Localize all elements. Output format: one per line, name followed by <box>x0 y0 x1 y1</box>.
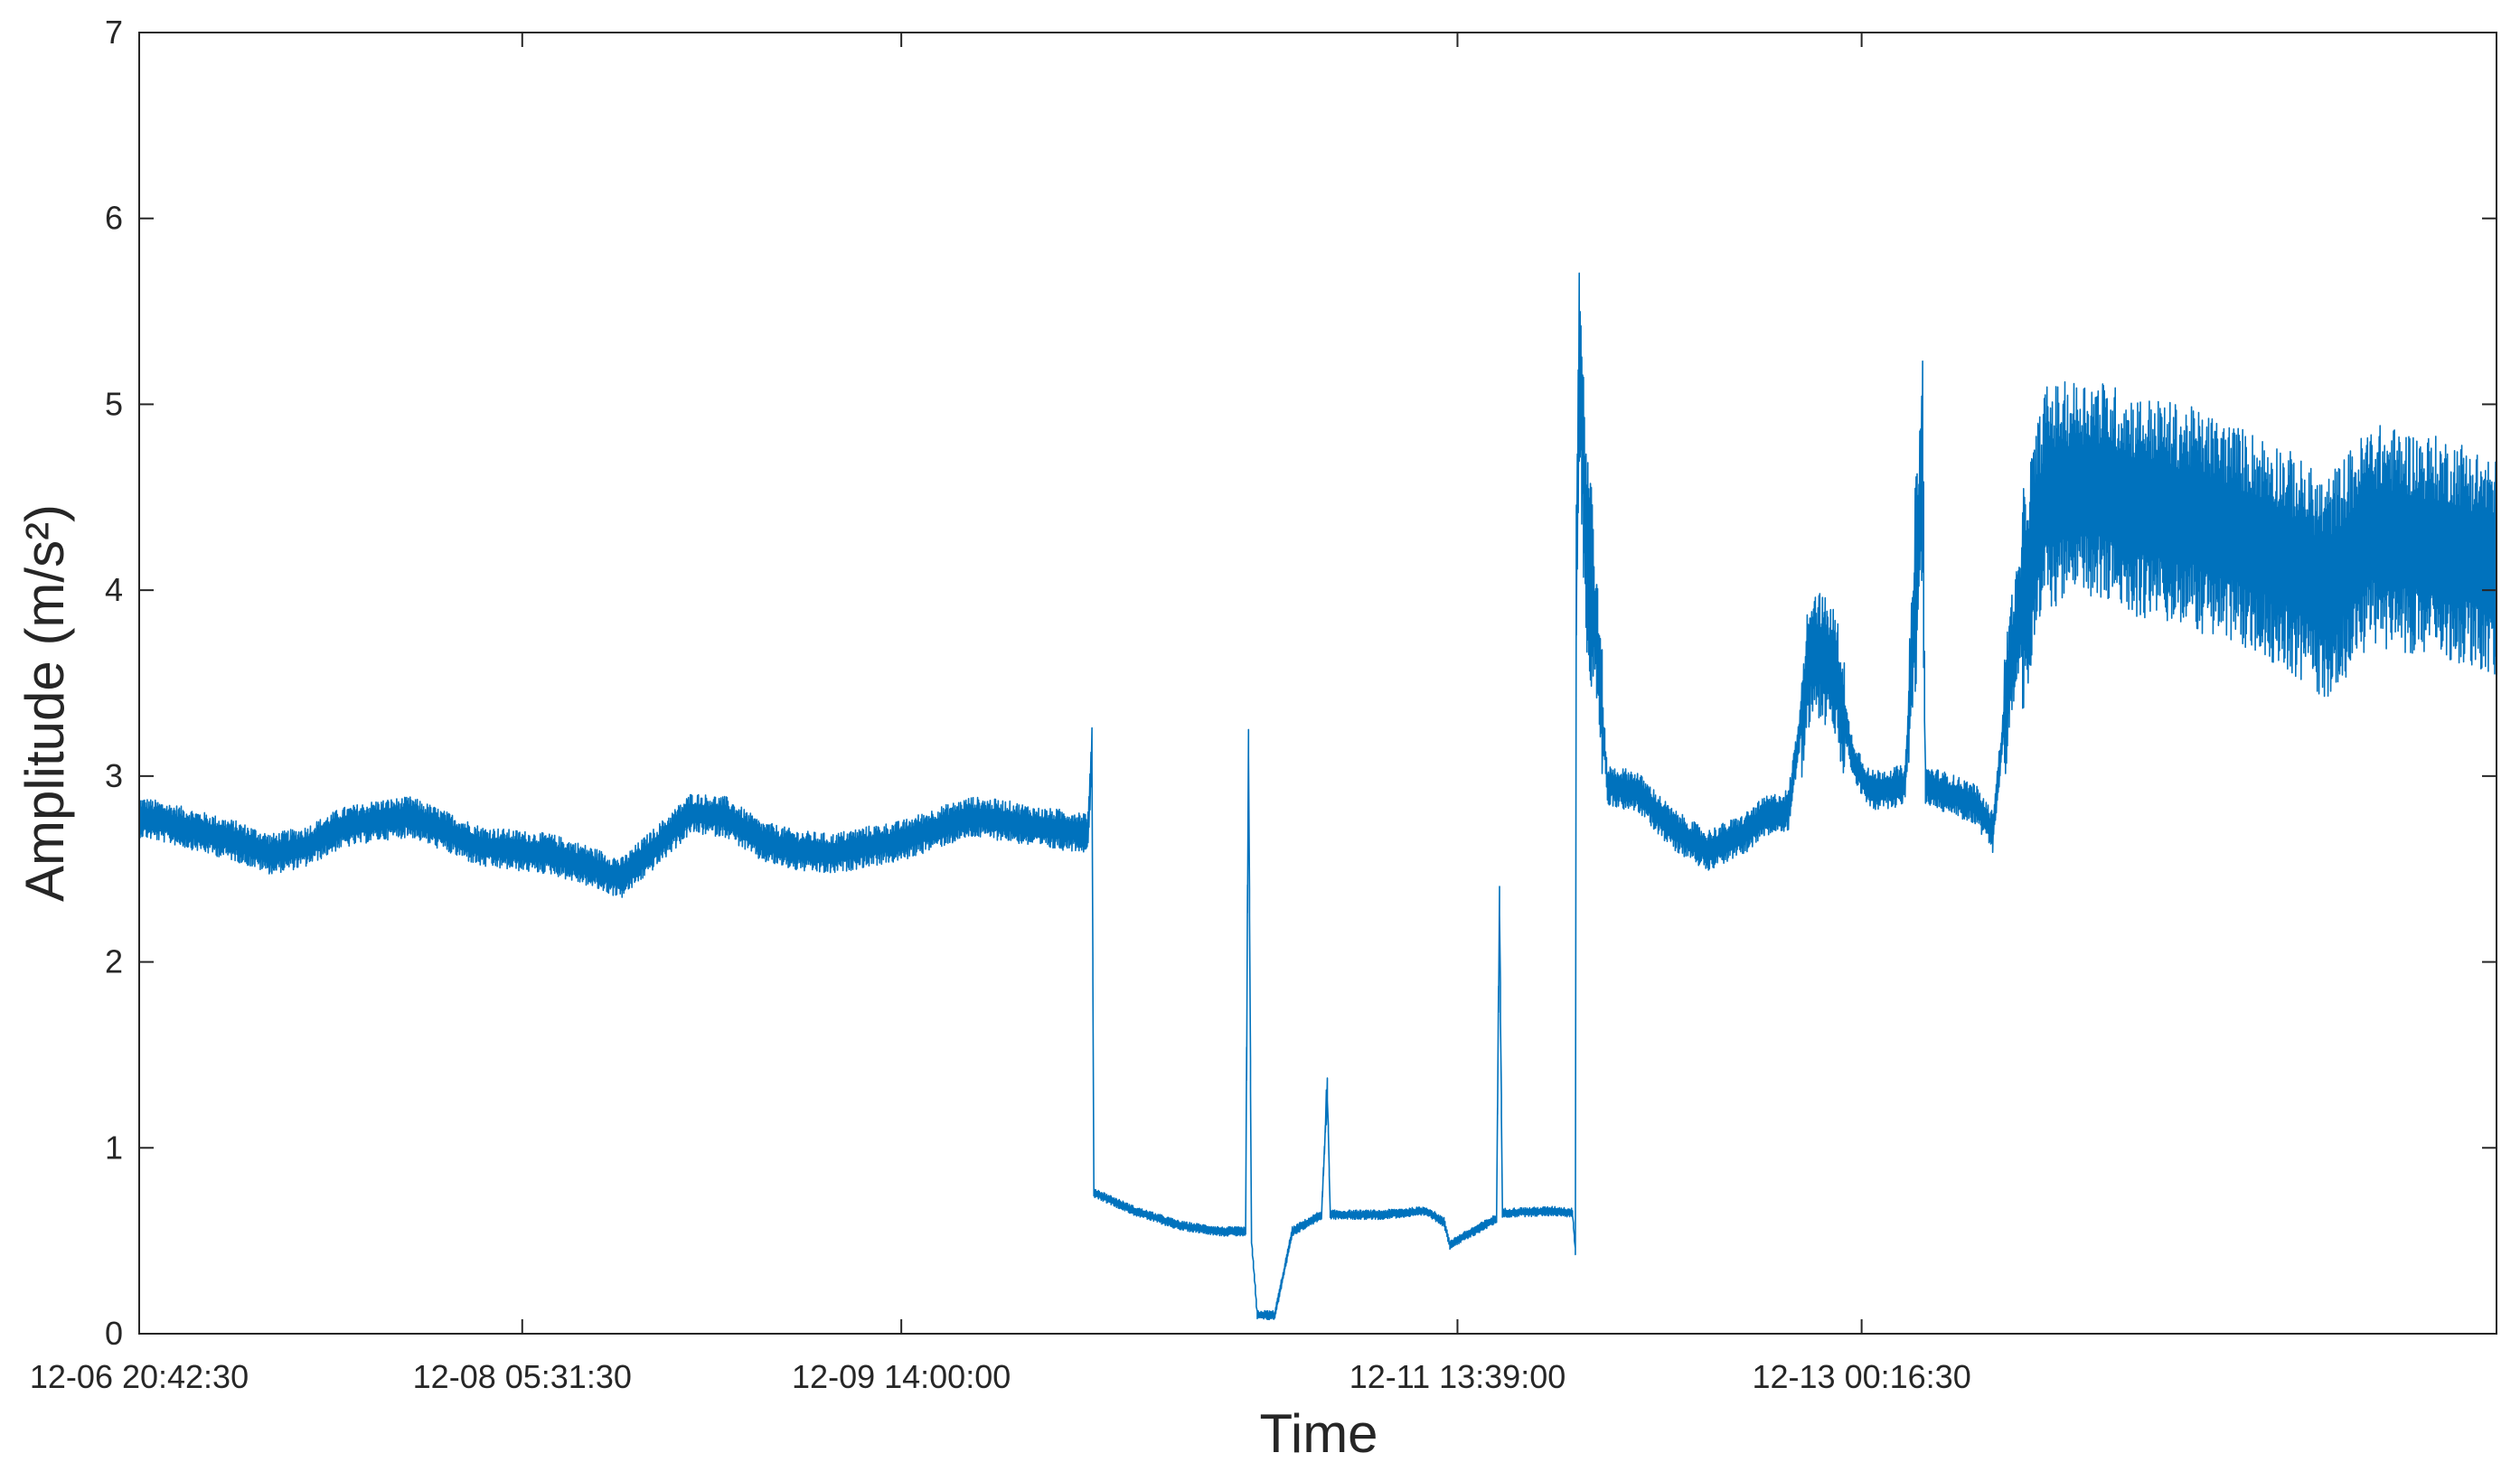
x-tick-label: 12-09 14:00:00 <box>792 1358 1011 1395</box>
series-line-0 <box>138 272 2497 1321</box>
y-tick-label: 7 <box>105 14 123 51</box>
x-tick-label: 12-08 05:31:30 <box>413 1358 632 1395</box>
y-tick-label: 0 <box>105 1315 123 1352</box>
y-tick-label: 1 <box>105 1129 123 1166</box>
x-axis-title: Time <box>1259 1403 1378 1464</box>
y-tick-label: 2 <box>105 943 123 980</box>
y-axis-title: Amplitude (m/s²) <box>14 504 75 902</box>
x-tick-label: 12-13 00:16:30 <box>1753 1358 1971 1395</box>
y-tick-label: 6 <box>105 200 123 237</box>
plot-area <box>138 272 2497 1321</box>
axes: 0 1 2 3 4 5 6 7 12-06 20:42:30 12-08 05:31:30 12-0… <box>30 14 2497 1395</box>
plot-frame <box>138 32 2497 1335</box>
y-tick-label: 5 <box>105 385 123 422</box>
x-tick-label: 12-11 13:39:00 <box>1349 1358 1566 1395</box>
y-tick-label: 4 <box>105 571 123 608</box>
x-tick-label: 12-06 20:42:30 <box>30 1358 249 1395</box>
y-tick-label: 3 <box>105 757 123 794</box>
